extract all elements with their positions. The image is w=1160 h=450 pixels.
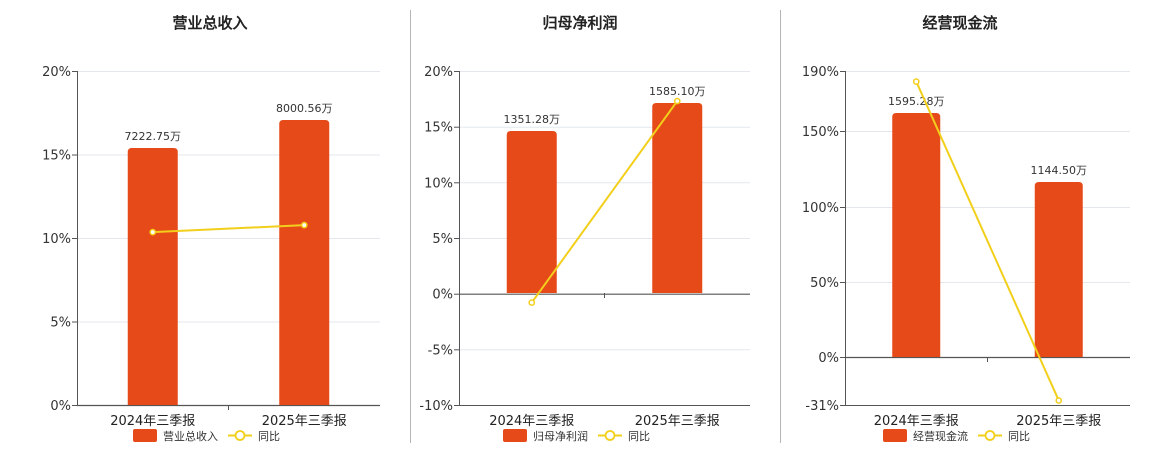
legend-bar-swatch [503,429,527,442]
y-tick-label: 100% [802,201,839,216]
y-tick-label: -31% [805,399,839,414]
x-category-label: 2024年三季报 [110,414,195,429]
bar [1034,182,1083,357]
chart-title: 归母净利润 [542,14,617,32]
y-tick-label: 50% [810,276,839,291]
y-tick-label: 190% [802,65,839,80]
x-category-label: 2025年三季报 [1016,414,1101,429]
legend-line-marker [984,430,996,441]
legend-line-marker [234,430,246,441]
bar-value-label: 1351.28万 [504,113,561,126]
bar [892,113,941,357]
y-tick-label: 10% [42,232,71,247]
y-tick-label: 5% [432,232,453,247]
yoy-point [1055,397,1063,404]
bar-value-label: 8000.56万 [276,102,333,115]
yoy-line [530,100,679,304]
x-category-label: 2025年三季报 [635,414,720,429]
y-tick-label: 20% [424,65,453,80]
bar-value-label: 1585.10万 [649,85,706,98]
yoy-line [152,224,305,234]
x-category-label: 2024年三季报 [489,414,574,429]
bar [652,103,703,293]
bar [279,120,330,405]
y-tick-label: 15% [42,149,71,164]
y-tick-label: -5% [428,343,453,358]
legend-bar-label: 归母净利润 [533,429,588,443]
bar [127,148,178,405]
legend-line-label: 同比 [258,430,280,443]
bar-value-label: 1595.28万 [888,95,945,108]
legend: 归母净利润 同比 [503,429,650,443]
yoy-point [300,221,308,229]
yoy-point [673,97,681,105]
y-tick-label: 0% [432,288,453,303]
y-tick-label: 15% [424,121,453,136]
yoy-line [915,81,1060,401]
chart-2: 归母净利润 20% 15% 10% 5% 0% -5% -10% 1351.28万 1585.10… [419,14,750,443]
legend-line-label: 同比 [628,430,650,443]
yoy-point [912,78,920,85]
y-tick-label: 150% [802,125,839,140]
bar-value-label: 7222.75万 [125,130,182,143]
y-tick-label: 5% [50,316,71,331]
chart-title: 营业总收入 [172,14,247,32]
y-tick-label: 0% [50,399,71,414]
bar-value-label: 1144.50万 [1031,164,1088,177]
legend: 经营现金流 同比 [883,429,1030,443]
legend-bar-swatch [883,429,907,442]
legend-bar-label: 营业总收入 [163,429,218,443]
x-category-label: 2025年三季报 [262,414,347,429]
y-tick-label: 20% [42,65,71,80]
legend-bar-swatch [133,429,157,442]
legend-line-label: 同比 [1008,430,1030,443]
x-category-label: 2024年三季报 [874,414,959,429]
legend-line-marker [604,430,616,441]
y-tick-label: 10% [424,176,453,191]
y-tick-label: 0% [818,351,839,366]
chart-1: 营业总收入 20% 15% 10% 5% 0% 7222.75万 8000.56万 2024年三… [42,14,380,443]
legend-bar-label: 经营现金流 [913,429,968,443]
chart-3: 经营现金流 190% 150% 100% 50% 0% -31% 1595.28万 1144.5… [802,14,1130,443]
yoy-point [528,299,536,306]
chart-title: 经营现金流 [922,14,997,32]
bar [506,131,557,293]
yoy-point [149,228,157,236]
legend: 营业总收入 同比 [133,429,280,443]
y-tick-label: -10% [419,399,453,414]
